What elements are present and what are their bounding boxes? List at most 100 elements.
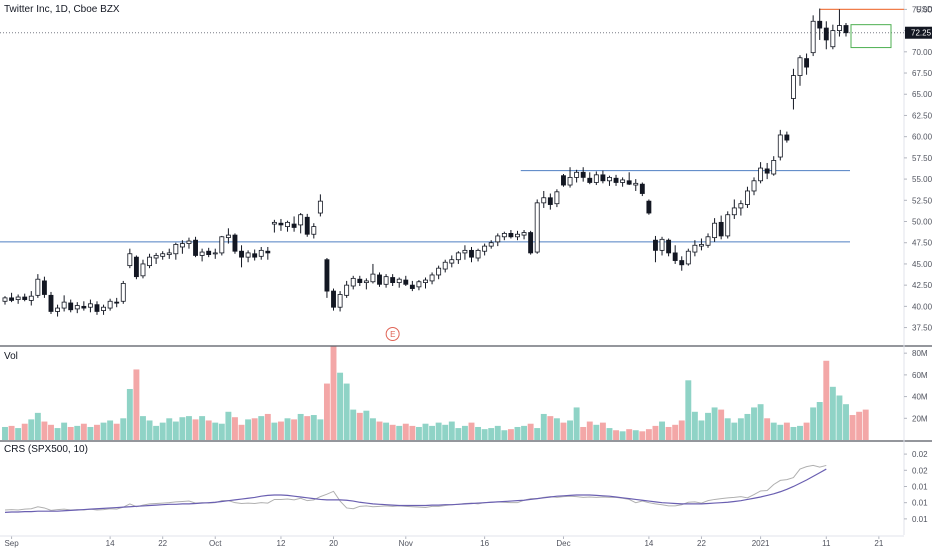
volume-bar[interactable] bbox=[632, 430, 639, 440]
candle-body[interactable] bbox=[409, 284, 415, 289]
volume-bar[interactable] bbox=[159, 422, 166, 440]
volume-bar[interactable] bbox=[34, 412, 41, 440]
candle-body[interactable] bbox=[48, 294, 54, 312]
candle-body[interactable] bbox=[160, 253, 166, 257]
volume-bar[interactable] bbox=[21, 423, 28, 440]
candle-body[interactable] bbox=[199, 251, 205, 256]
candle-body[interactable] bbox=[285, 221, 290, 228]
candle-body[interactable] bbox=[672, 252, 678, 261]
volume-bar[interactable] bbox=[376, 421, 383, 440]
volume-bar[interactable] bbox=[783, 422, 790, 440]
candle-body[interactable] bbox=[547, 197, 553, 205]
candle-body[interactable] bbox=[436, 267, 442, 276]
volume-bar[interactable] bbox=[133, 369, 140, 440]
volume-bar[interactable] bbox=[80, 423, 87, 440]
volume-bar[interactable] bbox=[619, 431, 626, 440]
volume-bar[interactable] bbox=[521, 425, 528, 440]
volume-bar[interactable] bbox=[849, 415, 856, 440]
volume-bar[interactable] bbox=[507, 429, 514, 440]
volume-bar[interactable] bbox=[744, 413, 751, 440]
candle-body[interactable] bbox=[278, 222, 284, 226]
volume-bar[interactable] bbox=[685, 380, 692, 440]
candle-body[interactable] bbox=[804, 58, 810, 68]
volume-bar[interactable] bbox=[350, 409, 357, 440]
volume-bar[interactable] bbox=[205, 420, 212, 440]
candle-body[interactable] bbox=[87, 303, 93, 308]
volume-bar[interactable] bbox=[580, 426, 587, 440]
candle-body[interactable] bbox=[239, 250, 244, 258]
volume-bar[interactable] bbox=[823, 360, 830, 440]
candle-body[interactable] bbox=[836, 25, 842, 32]
candle-body[interactable] bbox=[344, 284, 350, 296]
volume-bar[interactable] bbox=[402, 423, 409, 440]
candle-body[interactable] bbox=[363, 280, 369, 284]
volume-bar[interactable] bbox=[659, 421, 665, 440]
volume-bar[interactable] bbox=[284, 418, 291, 440]
candle-body[interactable] bbox=[495, 235, 501, 243]
candle-body[interactable] bbox=[685, 250, 691, 265]
volume-bar[interactable] bbox=[626, 429, 633, 440]
candle-body[interactable] bbox=[534, 202, 540, 253]
candle-body[interactable] bbox=[659, 238, 665, 251]
candle-body[interactable] bbox=[791, 75, 796, 99]
candle-body[interactable] bbox=[469, 249, 474, 258]
candle-body[interactable] bbox=[61, 301, 67, 309]
candle-body[interactable] bbox=[817, 20, 823, 29]
candle-body[interactable] bbox=[22, 296, 28, 300]
candle-body[interactable] bbox=[633, 182, 639, 186]
candle-body[interactable] bbox=[843, 25, 849, 34]
candle-body[interactable] bbox=[738, 203, 744, 209]
candle-body[interactable] bbox=[271, 221, 277, 225]
candle-body[interactable] bbox=[501, 232, 507, 238]
candle-body[interactable] bbox=[153, 255, 159, 259]
volume-bar[interactable] bbox=[107, 420, 114, 440]
candle-body[interactable] bbox=[245, 252, 251, 258]
candle-body[interactable] bbox=[173, 244, 179, 255]
candle-body[interactable] bbox=[482, 245, 488, 252]
volume-bar[interactable] bbox=[389, 424, 396, 440]
volume-bar[interactable] bbox=[225, 411, 232, 440]
volume-bar[interactable] bbox=[218, 423, 225, 440]
candle-body[interactable] bbox=[574, 171, 580, 178]
candle-body[interactable] bbox=[166, 252, 172, 256]
volume-bar[interactable] bbox=[442, 424, 449, 440]
volume-bar[interactable] bbox=[199, 416, 206, 440]
candle-body[interactable] bbox=[127, 253, 133, 267]
candle-body[interactable] bbox=[731, 207, 737, 216]
volume-bar[interactable] bbox=[475, 426, 482, 440]
candle-body[interactable] bbox=[337, 294, 343, 308]
candle-body[interactable] bbox=[823, 27, 829, 41]
volume-bar[interactable] bbox=[126, 388, 133, 440]
volume-bar[interactable] bbox=[238, 424, 245, 440]
candle-body[interactable] bbox=[646, 200, 652, 214]
volume-bar[interactable] bbox=[691, 411, 698, 440]
candle-body[interactable] bbox=[101, 306, 106, 312]
candle-body[interactable] bbox=[784, 134, 790, 141]
volume-bar[interactable] bbox=[816, 402, 823, 440]
volume-bar[interactable] bbox=[212, 422, 219, 440]
candle-body[interactable] bbox=[567, 176, 573, 186]
candle-body[interactable] bbox=[810, 20, 816, 54]
candle-body[interactable] bbox=[225, 234, 231, 239]
volume-bar[interactable] bbox=[415, 426, 422, 440]
volume-bar[interactable] bbox=[843, 404, 849, 440]
candle-body[interactable] bbox=[383, 276, 389, 285]
candle-body[interactable] bbox=[541, 197, 547, 204]
candle-body[interactable] bbox=[252, 253, 258, 258]
volume-bar[interactable] bbox=[310, 415, 317, 440]
volume-bar[interactable] bbox=[232, 417, 238, 440]
candle-body[interactable] bbox=[390, 277, 396, 284]
volume-bar[interactable] bbox=[724, 418, 731, 440]
volume-bar[interactable] bbox=[291, 419, 298, 440]
candle-body[interactable] bbox=[653, 239, 658, 251]
volume-bar[interactable] bbox=[48, 424, 54, 440]
candle-body[interactable] bbox=[455, 252, 461, 261]
candle-body[interactable] bbox=[554, 191, 560, 205]
volume-bar[interactable] bbox=[422, 423, 429, 440]
volume-bar[interactable] bbox=[665, 426, 672, 440]
candle-body[interactable] bbox=[81, 305, 87, 309]
candle-body[interactable] bbox=[679, 260, 685, 266]
candle-body[interactable] bbox=[403, 279, 409, 285]
candle-body[interactable] bbox=[114, 301, 120, 304]
volume-bar[interactable] bbox=[573, 407, 580, 440]
